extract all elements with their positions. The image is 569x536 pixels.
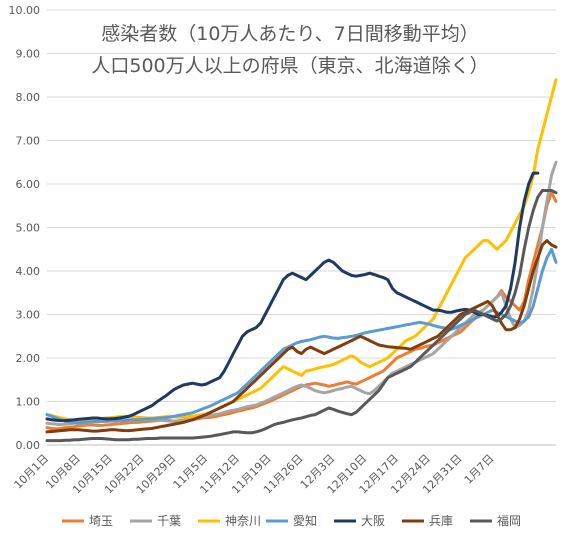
legend-label-3: 愛知 [293, 514, 317, 528]
legend-label-6: 福岡 [497, 513, 521, 528]
y-tick-label: 5.00 [16, 222, 41, 235]
series-line-4 [45, 171, 540, 423]
y-axis-ticks: 0.00 1.00 2.00 3.00 4.00 5.00 6.00 7.00 8.00 9.00… [9, 4, 41, 452]
y-tick-label: 0.00 [16, 439, 41, 452]
series-line-2 [45, 78, 558, 422]
legend-label-4: 大阪 [361, 514, 385, 528]
title-line-2: 人口500万人以上の府県（東京、北海道除く） [91, 55, 488, 77]
y-tick-label: 4.00 [16, 265, 41, 278]
series-line-5 [45, 239, 558, 434]
legend-label-5: 兵庫 [429, 514, 453, 528]
y-tick-label: 7.00 [16, 135, 41, 148]
y-tick-label: 3.00 [16, 309, 41, 322]
x-tick-label: 10月1日 [12, 452, 52, 492]
chart-title: 感染者数（10万人あたり、7日間移動平均） 人口500万人以上の府県（東京、北海… [91, 23, 488, 77]
legend-label-1: 千葉 [157, 514, 181, 528]
gridlines [47, 9, 556, 446]
series-lines [45, 78, 558, 443]
y-tick-label: 6.00 [16, 178, 41, 191]
legend-label-0: 埼玉 [89, 514, 113, 528]
series-line-1 [45, 160, 558, 427]
legend-label-2: 神奈川 [225, 514, 261, 528]
x-tick-label: 1月7日 [462, 452, 497, 487]
y-tick-label: 2.00 [16, 352, 41, 365]
legend: 埼玉 千葉 神奈川 愛知 大阪 兵庫 福岡 [62, 513, 521, 528]
y-tick-label: 9.00 [16, 48, 41, 61]
y-tick-label: 1.00 [16, 396, 41, 409]
y-tick-label: 10.00 [9, 4, 41, 17]
series-line-6 [45, 189, 558, 443]
y-tick-label: 8.00 [16, 91, 41, 104]
series-line-3 [45, 247, 558, 425]
title-line-1: 感染者数（10万人あたり、7日間移動平均） [101, 23, 479, 45]
x-axis-ticks: 10月1日10月8日10月15日10月22日10月29日11月5日11月12日1… [12, 452, 497, 497]
